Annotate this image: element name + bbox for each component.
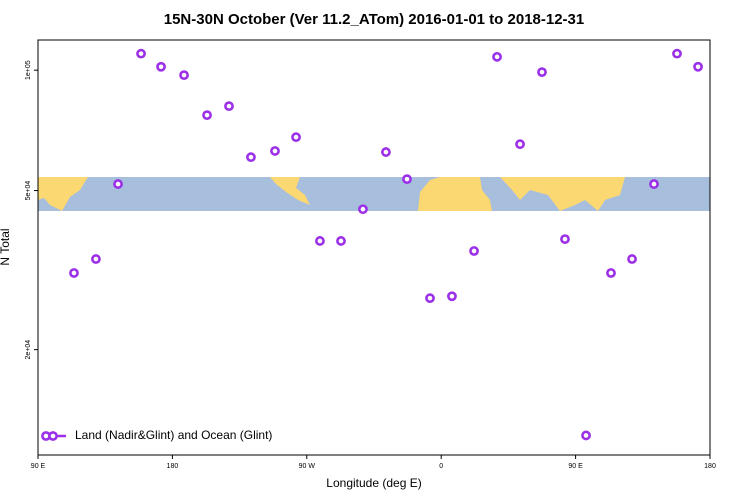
y-axis-label: N Total — [0, 228, 12, 265]
chart-title: 15N-30N October (Ver 11.2_ATom) 2016-01-… — [164, 11, 584, 28]
point — [402, 174, 412, 185]
map-band — [38, 177, 710, 211]
point — [492, 51, 502, 62]
y-tick-label: 1e+05 — [25, 60, 32, 80]
point — [156, 61, 166, 72]
land — [418, 177, 492, 211]
point — [606, 268, 616, 278]
point — [113, 179, 123, 189]
point — [537, 67, 547, 78]
x-axis-label: Longitude (deg E) — [326, 476, 421, 490]
x-tick-label: 90 W — [299, 463, 316, 470]
point — [246, 152, 256, 163]
point — [381, 147, 391, 157]
point — [224, 101, 234, 112]
point — [581, 430, 591, 441]
land — [38, 177, 88, 211]
land — [270, 177, 310, 205]
point — [515, 139, 525, 150]
point — [672, 48, 682, 59]
point — [179, 70, 189, 81]
point — [91, 254, 101, 264]
point — [627, 254, 637, 264]
point — [202, 110, 212, 121]
x-tick-label: 0 — [439, 463, 443, 470]
point — [358, 204, 368, 215]
point — [560, 234, 570, 245]
legend-marker — [48, 431, 58, 441]
point — [649, 179, 659, 189]
point — [425, 293, 435, 304]
point — [336, 236, 346, 246]
point — [693, 61, 703, 72]
legend-label: Land (Nadir&Glint) and Ocean (Glint) — [75, 428, 272, 442]
point — [291, 132, 301, 143]
point — [69, 268, 79, 278]
land — [500, 177, 625, 211]
x-tick-label: 180 — [704, 463, 716, 470]
y-tick-label: 2e+04 — [25, 340, 32, 360]
point — [469, 246, 479, 256]
x-tick-label: 90 E — [31, 463, 46, 470]
point — [136, 48, 146, 59]
x-tick-label: 90 E — [568, 463, 583, 470]
plot-frame — [37, 39, 711, 456]
y-tick-label: 5e+04 — [25, 181, 32, 201]
point — [270, 146, 280, 156]
point — [315, 236, 325, 246]
x-tick-label: 180 — [167, 463, 179, 470]
point — [447, 291, 457, 302]
